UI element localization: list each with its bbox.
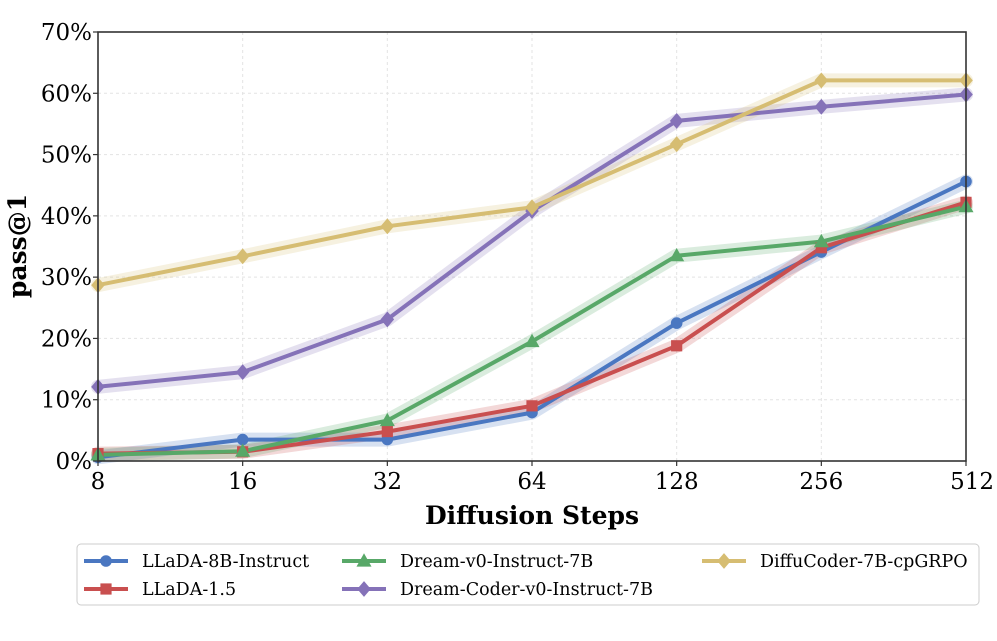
x-axis-title: Diffusion Steps	[425, 501, 639, 530]
y-axis-title: pass@1	[3, 194, 32, 298]
y-tick-label: 50%	[41, 143, 92, 169]
x-axis-ticks: 8 16 32 64 128 256 512	[91, 461, 994, 495]
legend-label-llada-8b-instruct: LLaDA-8B-Instruct	[142, 552, 309, 572]
legend-marker-llada-1-5	[100, 583, 112, 595]
point-dream-v0-instruct-7b	[379, 412, 395, 427]
legend-label-diffucoder-7b-cpgrpo: DiffuCoder-7B-cpGRPO	[760, 552, 968, 572]
legend-box	[76, 543, 980, 606]
legend: LLaDA-8B-Instruct LLaDA-1.5 Dream-v0-Instr…	[76, 543, 980, 606]
point-dream-coder-v0-instruct-7b	[380, 311, 395, 328]
x-tick-label: 16	[228, 469, 257, 495]
point-dream-coder-v0-instruct-7b	[235, 364, 250, 381]
point-diffucoder-7b-cpgrpo	[525, 199, 539, 216]
point-llada-8b-instruct	[236, 433, 249, 446]
y-tick-label: 0%	[56, 449, 93, 475]
legend-marker-dream-v0-instruct-7b	[356, 553, 372, 567]
legend-marker-dream-coder-v0-instruct-7b	[357, 581, 371, 597]
point-dream-coder-v0-instruct-7b	[669, 112, 684, 129]
x-tick-label: 128	[655, 469, 699, 495]
legend-label-dream-v0-instruct-7b: Dream-v0-Instruct-7B	[400, 552, 593, 572]
y-tick-label: 20%	[41, 326, 92, 352]
legend-marker-diffucoder-7b-cpgrpo	[717, 553, 731, 569]
point-diffucoder-7b-cpgrpo	[814, 72, 829, 89]
point-dream-v0-instruct-7b	[524, 333, 540, 348]
point-diffucoder-7b-cpgrpo	[669, 136, 684, 153]
x-tick-label: 64	[517, 469, 546, 495]
point-llada-1-5	[526, 400, 538, 412]
point-diffucoder-7b-cpgrpo	[235, 248, 250, 265]
legend-marker-llada-8b-instruct	[100, 555, 112, 567]
y-tick-label: 30%	[41, 265, 92, 291]
point-diffucoder-7b-cpgrpo	[380, 218, 395, 235]
point-dream-v0-instruct-7b	[669, 247, 685, 262]
y-axis-ticks: 0% 10% 20% 30% 40% 50% 60% 70%	[41, 20, 98, 475]
point-dream-v0-instruct-7b	[235, 443, 251, 457]
x-tick-label: 32	[373, 469, 402, 495]
point-dream-v0-instruct-7b	[813, 233, 829, 248]
legend-label-llada-1-5: LLaDA-1.5	[142, 580, 236, 600]
point-llada-1-5	[671, 340, 683, 352]
point-dream-coder-v0-instruct-7b	[814, 98, 829, 115]
y-tick-label: 60%	[41, 81, 92, 107]
x-tick-label: 8	[91, 469, 106, 495]
y-tick-label: 70%	[41, 20, 92, 46]
y-tick-label: 10%	[41, 388, 92, 414]
x-tick-label: 256	[799, 469, 843, 495]
point-llada-1-5	[381, 425, 393, 438]
y-tick-label: 40%	[41, 204, 92, 230]
x-tick-label: 512	[950, 469, 994, 495]
legend-label-dream-coder-v0-instruct-7b: Dream-Coder-v0-Instruct-7B	[400, 580, 653, 600]
point-llada-8b-instruct	[670, 317, 683, 329]
